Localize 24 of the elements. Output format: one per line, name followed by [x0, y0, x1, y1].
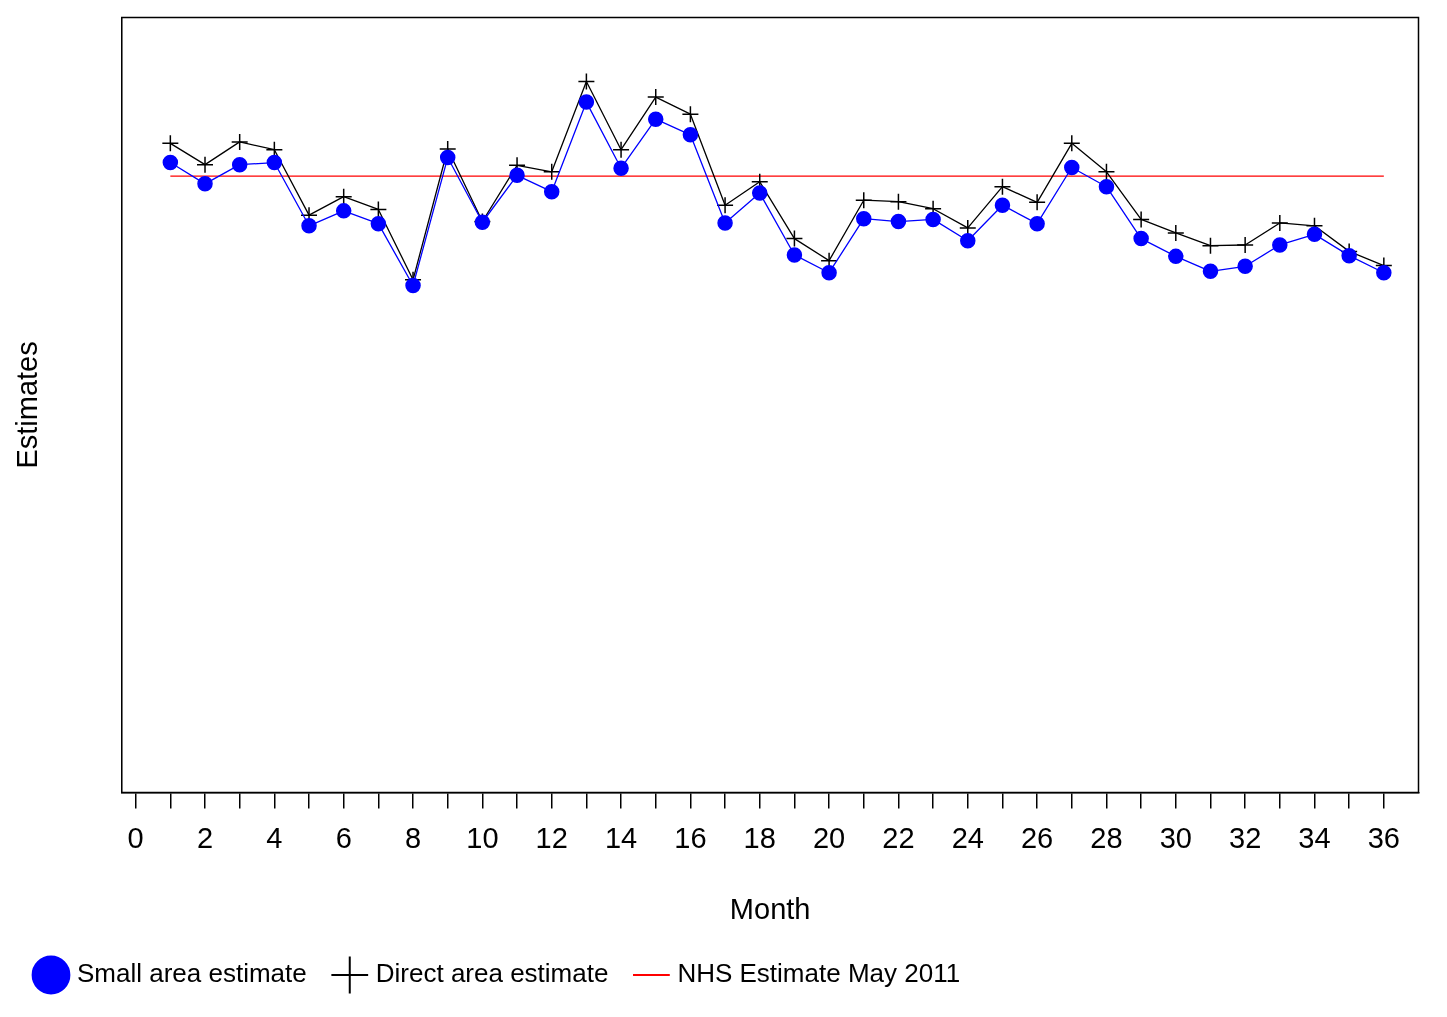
legend-label: Direct area estimate [375, 958, 609, 989]
x-tick-label: 4 [266, 821, 283, 854]
x-tick-label: 6 [335, 821, 352, 854]
x-tick-label: 20 [812, 821, 846, 854]
x-tick-label: 34 [1298, 821, 1331, 854]
x-tick-label: 36 [1367, 821, 1400, 854]
x-tick-label: 24 [951, 821, 984, 854]
x-tick-label: 8 [404, 821, 422, 854]
x-tick-label: 16 [674, 821, 707, 854]
x-tick-label: 28 [1090, 821, 1123, 854]
x-tick-label: 32 [1229, 821, 1262, 854]
x-tick-label: 12 [535, 821, 568, 854]
legend-label: Small area estimate [77, 958, 307, 989]
x-tick-label: 30 [1159, 821, 1192, 854]
x-tick-label: 0 [127, 821, 144, 854]
x-axis-title: Month [729, 892, 811, 925]
x-tick-label: 18 [743, 821, 776, 854]
x-tick-label: 2 [196, 821, 214, 854]
x-tick-label: 10 [466, 821, 499, 854]
y-axis-title: Estimates [11, 341, 44, 469]
legend-label: NHS Estimate May 2011 [677, 958, 961, 989]
x-tick-label: 26 [1020, 821, 1054, 854]
x-tick-label: 14 [604, 821, 638, 854]
x-tick-label: 22 [882, 821, 915, 854]
